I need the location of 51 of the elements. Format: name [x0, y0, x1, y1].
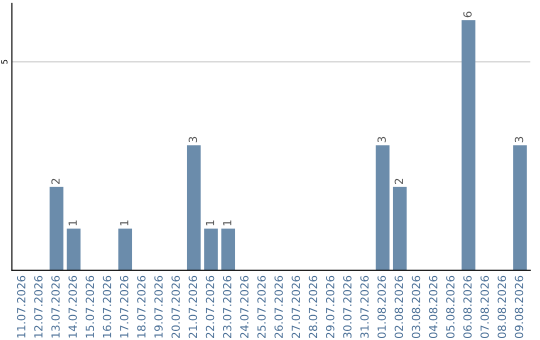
x-tick-label: 06.08.2026 [463, 276, 472, 338]
x-tick-label: 02.08.2026 [394, 276, 404, 338]
data-label: 3 [514, 136, 524, 142]
x-tick-label: 25.07.2026 [257, 276, 266, 338]
x-tick-label: 15.07.2026 [86, 276, 94, 338]
bar [50, 186, 64, 270]
data-label: 2 [394, 178, 403, 184]
x-tick-label: 01.08.2026 [377, 276, 386, 338]
x-tick-label: 04.08.2026 [428, 276, 438, 338]
x-tick-label: 09.08.2026 [514, 276, 524, 338]
x-tick-label: 29.07.2026 [326, 276, 334, 338]
x-tick-label: 28.07.2026 [308, 276, 318, 338]
x-tick-label: 13.07.2026 [51, 276, 60, 338]
bar [392, 186, 407, 270]
data-label: 1 [206, 220, 214, 226]
bar [66, 228, 81, 270]
bar [462, 20, 476, 270]
data-label: 3 [377, 136, 386, 142]
data-label: 1 [68, 220, 77, 226]
x-tick-label: 11.07.2026 [17, 276, 26, 338]
x-tick-label: 31.07.2026 [360, 276, 369, 338]
x-tick-label: 24.07.2026 [240, 276, 249, 338]
data-label: 6 [463, 12, 472, 18]
bar [204, 228, 218, 270]
x-tick-label: 08.08.2026 [498, 276, 506, 338]
x-tick-label: 30.07.2026 [343, 276, 352, 338]
x-tick-label: 12.07.2026 [34, 276, 43, 338]
data-label: 3 [188, 136, 198, 142]
x-tick-label: 14.07.2026 [68, 276, 77, 338]
x-tick-label: 05.08.2026 [446, 276, 455, 338]
x-tick-label: 26.07.2026 [274, 276, 283, 338]
data-label: 2 [51, 178, 60, 184]
x-tick-label: 23.07.2026 [222, 276, 232, 338]
x-tick-label: 27.07.2026 [292, 276, 300, 338]
bar [186, 145, 201, 270]
x-tick-label: 22.07.2026 [206, 276, 214, 338]
x-tick-label: 03.08.2026 [412, 276, 420, 338]
bar [376, 145, 390, 270]
data-label: 1 [223, 220, 232, 226]
bar [118, 228, 132, 270]
x-tick-label: 16.07.2026 [102, 276, 112, 338]
bar [221, 228, 236, 270]
x-tick-label: 07.08.2026 [480, 276, 489, 338]
x-tick-label: 21.07.2026 [188, 276, 198, 338]
x-tick-label: 17.07.2026 [120, 276, 128, 338]
x-tick-label: 20.07.2026 [171, 276, 180, 338]
bar [513, 145, 527, 270]
x-tick-label: 19.07.2026 [154, 276, 163, 338]
x-tick-label: 18.07.2026 [137, 276, 146, 338]
data-label: 1 [120, 220, 128, 226]
y-tick-label: 5 [1, 60, 8, 64]
